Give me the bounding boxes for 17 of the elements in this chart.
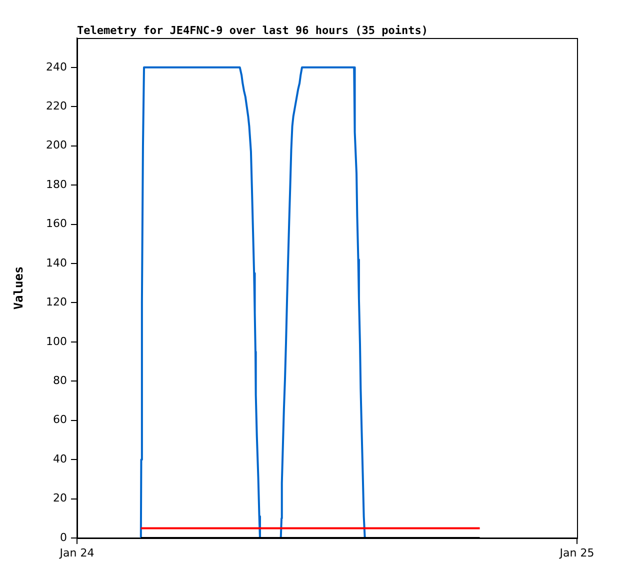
- y-axis-title: Values: [11, 266, 26, 310]
- chart-title: Telemetry for JE4FNC-9 over last 96 hours (35 points): [77, 24, 428, 37]
- x-tick-label: Jan 24: [58, 546, 94, 560]
- y-tick-label: 140: [46, 256, 67, 270]
- y-tick-label: 40: [53, 452, 67, 466]
- y-tick-label: 20: [53, 492, 67, 505]
- y-tick-label: 80: [53, 374, 67, 387]
- x-tick-label: Jan 25: [558, 546, 594, 560]
- y-tick-label: 200: [46, 138, 67, 152]
- y-tick-label: 180: [46, 178, 67, 191]
- y-tick-label: 120: [46, 296, 67, 309]
- y-tick-label: 60: [53, 413, 67, 426]
- y-tick-label: 220: [46, 99, 67, 112]
- y-tick-label: 100: [46, 334, 67, 348]
- y-tick-label: 240: [46, 60, 67, 74]
- y-tick-label: 0: [60, 530, 67, 544]
- y-tick-label: 160: [46, 217, 67, 230]
